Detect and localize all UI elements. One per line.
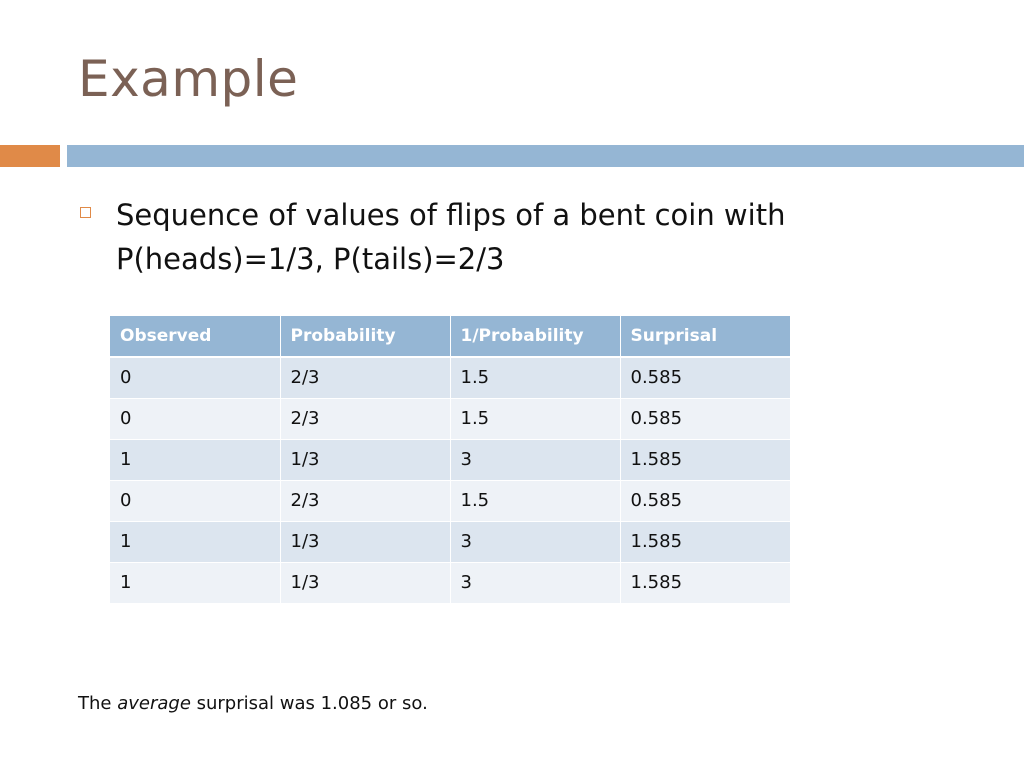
cell-surprisal: 1.585 [620,562,790,604]
bullet-line-1: Sequence of values of flips of a bent co… [116,198,786,232]
cell-inverse-probability: 3 [450,521,621,563]
cell-surprisal: 0.585 [620,480,790,522]
header-observed: Observed [110,316,281,358]
slide-title: Example [78,50,299,108]
cell-inverse-probability: 1.5 [450,357,621,399]
cell-inverse-probability: 1.5 [450,480,621,522]
cell-probability: 2/3 [280,398,451,440]
header-surprisal: Surprisal [620,316,790,358]
header-inverse-probability: 1/Probability [450,316,621,358]
cell-probability: 2/3 [280,357,451,399]
table-row: 1 1/3 3 1.585 [110,439,790,481]
accent-bar-orange [0,145,60,167]
header-probability: Probability [280,316,451,358]
cell-surprisal: 0.585 [620,398,790,440]
cell-observed: 1 [110,521,281,563]
cell-observed: 1 [110,562,281,604]
bullet-line-2: P(heads)=1/3, P(tails)=2/3 [116,242,505,276]
square-bullet-icon [80,207,91,218]
table-row: 1 1/3 3 1.585 [110,521,790,563]
table-row: 1 1/3 3 1.585 [110,562,790,604]
table-row: 0 2/3 1.5 0.585 [110,480,790,522]
cell-surprisal: 1.585 [620,521,790,563]
table-row: 0 2/3 1.5 0.585 [110,357,790,399]
footer-suffix: surprisal was 1.085 or so. [190,693,428,714]
table-header-row: Observed Probability 1/Probability Surpr… [110,316,790,358]
footer-prefix: The [78,693,118,714]
footer-note: The average surprisal was 1.085 or so. [78,693,428,714]
surprisal-table: Observed Probability 1/Probability Surpr… [110,316,790,604]
cell-probability: 1/3 [280,521,451,563]
accent-bar-blue [67,145,1024,167]
cell-probability: 1/3 [280,439,451,481]
cell-inverse-probability: 1.5 [450,398,621,440]
footer-emphasis: average [117,693,191,714]
cell-observed: 1 [110,439,281,481]
cell-surprisal: 1.585 [620,439,790,481]
cell-probability: 2/3 [280,480,451,522]
bullet-text: Sequence of values of flips of a bent co… [116,193,936,281]
table-row: 0 2/3 1.5 0.585 [110,398,790,440]
cell-observed: 0 [110,398,281,440]
cell-probability: 1/3 [280,562,451,604]
cell-surprisal: 0.585 [620,357,790,399]
cell-observed: 0 [110,480,281,522]
cell-observed: 0 [110,357,281,399]
cell-inverse-probability: 3 [450,562,621,604]
cell-inverse-probability: 3 [450,439,621,481]
